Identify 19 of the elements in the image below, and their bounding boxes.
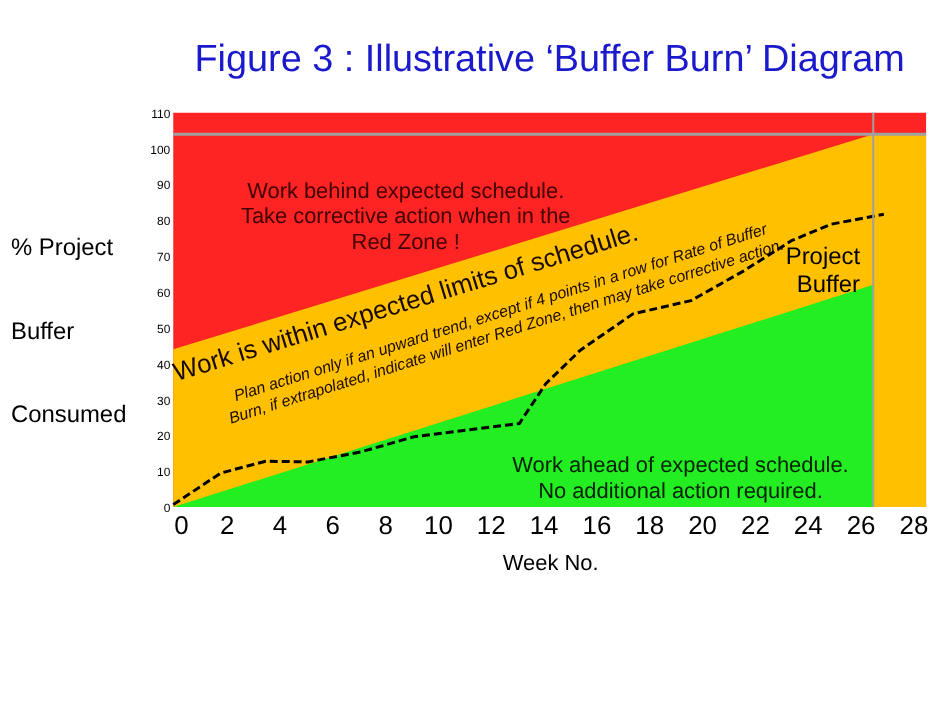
series-label: Project Buffer — [785, 242, 862, 299]
x-tick-label: 20 — [688, 509, 717, 540]
text: % Project Buffer Consumed — [10, 233, 127, 429]
x-tick-label: 24 — [793, 509, 823, 540]
chart-title: Figure 3 : Illustrative ‘Buffer Burn’ Diagram — [194, 38, 905, 81]
x-tick-label: 22 — [741, 509, 770, 540]
annotation: Work ahead of expected schedule. No additional action required. — [512, 453, 849, 504]
x-tick-label: 4 — [272, 509, 288, 540]
x-tick-label: 18 — [635, 509, 665, 540]
x-tick-label: 12 — [476, 509, 506, 540]
x-tick-label: 28 — [899, 509, 929, 540]
x-tick-label: 2 — [219, 509, 235, 540]
x-tick-label: 10 — [424, 509, 453, 540]
x-tick-label: 14 — [529, 509, 559, 540]
x-tick-label: 6 — [325, 509, 340, 540]
x-tick-label: 26 — [846, 509, 876, 540]
x-axis-title: Week No. — [502, 551, 599, 576]
x-tick-label: 8 — [378, 509, 393, 540]
x-tick-label: 16 — [582, 509, 612, 540]
